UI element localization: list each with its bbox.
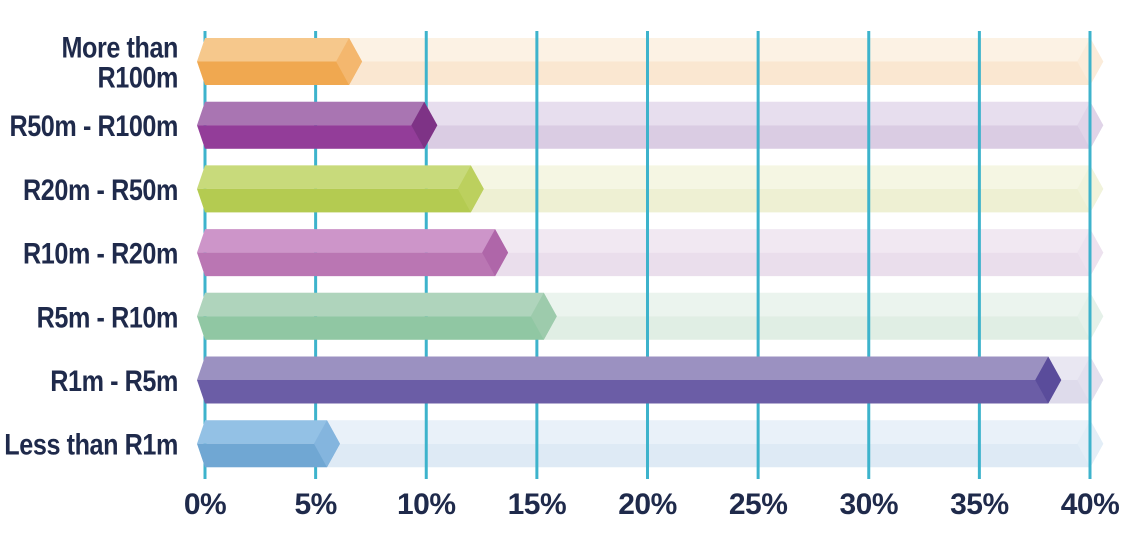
bar-top-face — [197, 101, 438, 126]
category-label: Less than R1m — [4, 428, 178, 462]
bar-tip-facet — [457, 165, 484, 213]
x-tick-label: 35% — [950, 488, 1009, 521]
x-tick-label: 15% — [508, 488, 567, 521]
bar-top-face — [197, 165, 484, 189]
bar-tip-facet — [530, 292, 557, 340]
track-bottom-face — [197, 443, 1104, 468]
bar-bottom-face — [197, 188, 484, 213]
bar-bottom-face — [197, 125, 438, 149]
bar-tip-facet — [313, 420, 340, 468]
bar-top-face — [197, 292, 557, 317]
bar-top-face — [197, 420, 340, 444]
bar-bottom-face — [197, 252, 509, 277]
x-tick-label: 20% — [618, 488, 677, 521]
x-tick-label: 40% — [1061, 488, 1120, 521]
track-bottom-face — [197, 61, 1104, 85]
category-label: More than — [61, 30, 178, 64]
bar-top-face — [197, 38, 363, 62]
category-label: R50m - R100m — [9, 109, 178, 143]
bar-tip-facet — [336, 38, 363, 85]
x-tick-label: 10% — [397, 488, 456, 521]
bar-bottom-face — [197, 443, 340, 468]
category-label: R100m — [97, 60, 178, 94]
x-tick-label: 30% — [839, 488, 898, 521]
bar-top-face — [197, 229, 509, 253]
category-label: R5m - R10m — [37, 300, 178, 334]
bar-bottom-face — [197, 61, 363, 85]
bar-bottom-face — [197, 316, 557, 340]
category-label: R1m - R5m — [50, 364, 178, 398]
x-tick-label: 5% — [294, 488, 336, 521]
bar-tip-facet — [1035, 356, 1062, 404]
category-label: R10m - R20m — [23, 237, 178, 271]
bar-top-face — [197, 356, 1062, 380]
bar-bottom-face — [197, 380, 1062, 404]
category-label: R20m - R50m — [23, 173, 178, 207]
bar-tip-facet — [411, 101, 438, 149]
track-top-face — [197, 420, 1104, 444]
x-tick-label: 25% — [729, 488, 788, 521]
bar-tip-facet — [482, 229, 509, 277]
x-tick-label: 0% — [184, 488, 226, 521]
track-top-face — [197, 38, 1104, 62]
